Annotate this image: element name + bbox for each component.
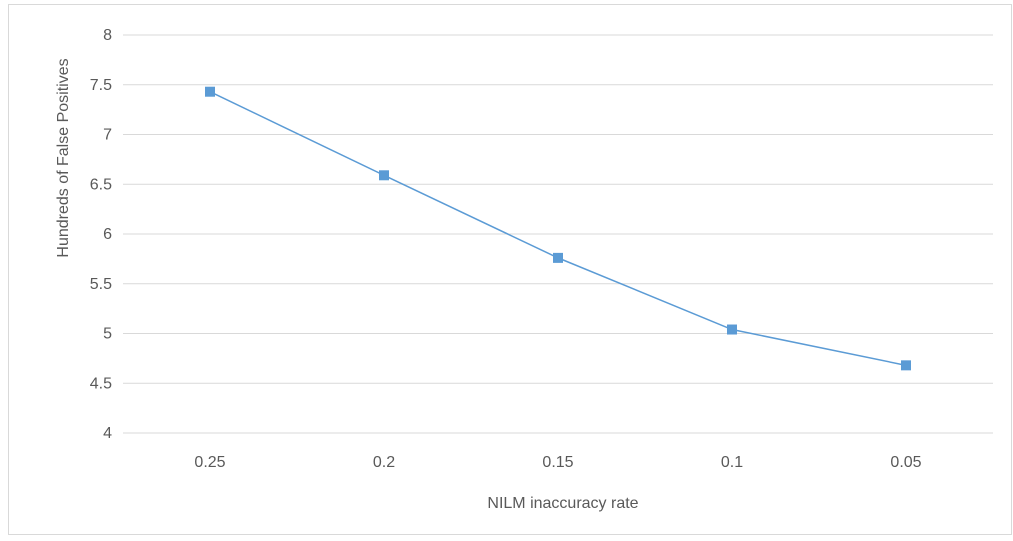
x-tick-label: 0.05 (890, 454, 921, 471)
data-point-marker (205, 86, 215, 97)
x-tick-labels: 0.25 0.2 0.15 0.1 0.05 (194, 454, 921, 471)
y-axis-title: Hundreds of False Positives (55, 58, 72, 257)
data-point-marker (379, 170, 389, 181)
chart-frame: 4 4.5 5 5.5 6 6.5 7 7.5 8 0.25 0.2 0.15 0.1 0.05 NIL… (8, 4, 1012, 535)
y-tick-label: 7.5 (90, 77, 112, 94)
x-tick-label: 0.2 (373, 454, 395, 471)
gridlines (123, 34, 993, 434)
data-point-marker (901, 360, 911, 371)
data-point-marker (553, 252, 563, 263)
series-layer (205, 86, 911, 371)
y-tick-label: 7 (103, 127, 112, 144)
y-tick-label: 6 (103, 226, 112, 243)
x-tick-label: 0.15 (542, 454, 573, 471)
data-point-marker (727, 324, 737, 335)
y-tick-label: 5.5 (90, 276, 112, 293)
y-tick-label: 4.5 (90, 375, 112, 392)
x-axis-title: NILM inaccuracy rate (487, 495, 638, 512)
y-tick-label: 4 (103, 425, 112, 442)
x-tick-label: 0.1 (721, 454, 743, 471)
series-line (209, 91, 907, 367)
y-tick-label: 5 (103, 326, 112, 343)
chart-plot: 4 4.5 5 5.5 6 6.5 7 7.5 8 0.25 0.2 0.15 0.1 0.05 NIL… (55, 27, 993, 512)
y-tick-label: 6.5 (90, 176, 112, 193)
x-tick-label: 0.25 (194, 454, 225, 471)
y-tick-labels: 4 4.5 5 5.5 6 6.5 7 7.5 8 (90, 27, 112, 442)
y-tick-label: 8 (103, 27, 112, 44)
